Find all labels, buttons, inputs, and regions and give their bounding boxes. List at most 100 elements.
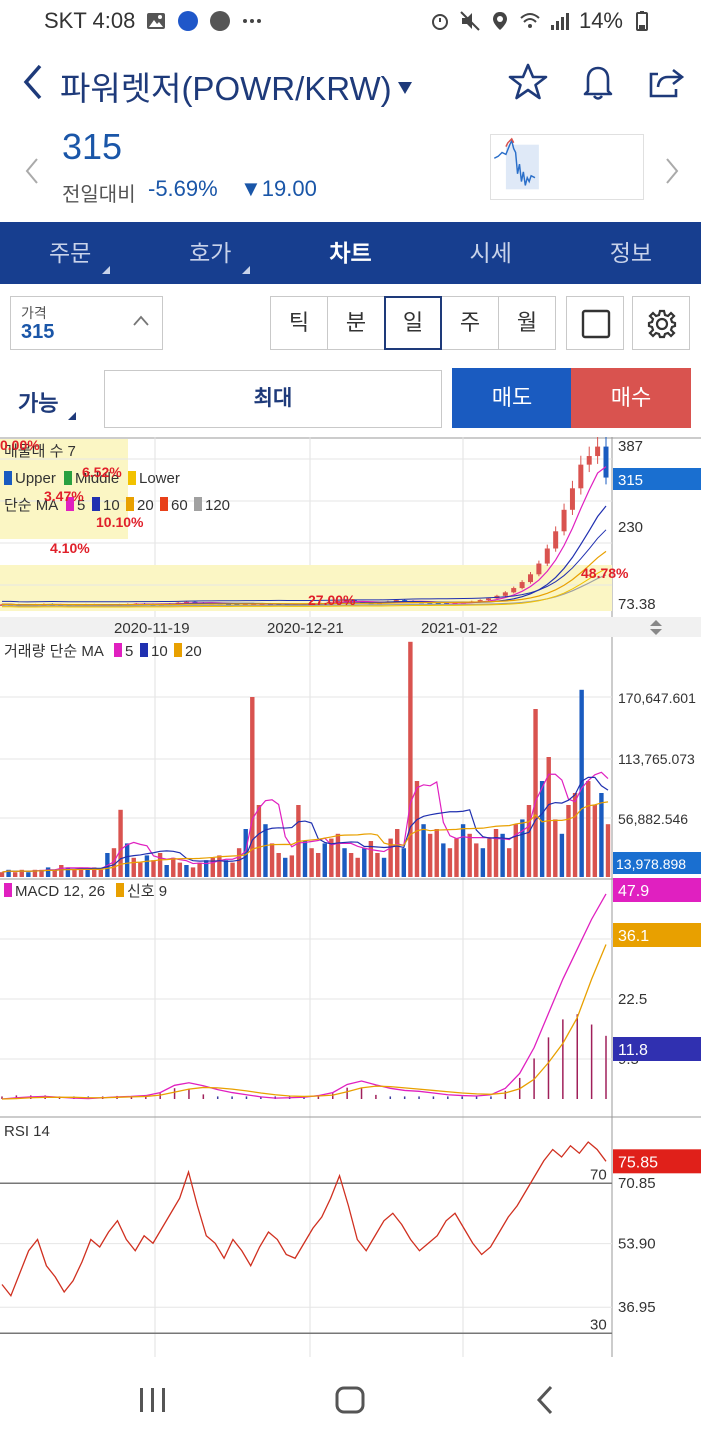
volume-ma-legend-label: 20 bbox=[185, 643, 202, 660]
candle bbox=[502, 592, 508, 596]
star-icon[interactable] bbox=[508, 62, 548, 102]
volume-bar bbox=[59, 865, 64, 877]
macd-signal-line bbox=[1, 944, 607, 1100]
share-icon[interactable] bbox=[646, 62, 686, 102]
available-label[interactable]: 가능 bbox=[18, 391, 59, 416]
tab-market-price[interactable]: 시세 bbox=[469, 240, 512, 266]
volume-bar bbox=[92, 867, 97, 877]
candle bbox=[561, 509, 567, 532]
volume-bar bbox=[6, 869, 11, 877]
sell-button[interactable]: 매도 bbox=[452, 368, 572, 428]
legend-swatch bbox=[4, 471, 12, 485]
app-badge-icon bbox=[210, 11, 231, 31]
volume-bar bbox=[526, 805, 532, 877]
current-volume-tag bbox=[613, 852, 701, 874]
volume-bar bbox=[388, 838, 393, 877]
tab-info[interactable]: 정보 bbox=[609, 240, 653, 266]
volume-bar bbox=[546, 757, 551, 877]
legend-swatch bbox=[126, 497, 134, 511]
max-button[interactable]: 최대 bbox=[104, 370, 442, 428]
volume-bar bbox=[586, 781, 591, 877]
ma120-line bbox=[2, 574, 607, 607]
volume-bar bbox=[500, 833, 505, 877]
order-row: 가능 최대 매도 매수 bbox=[0, 368, 701, 430]
period-day[interactable]: 일 bbox=[384, 296, 442, 350]
period-minute[interactable]: 분 bbox=[327, 296, 385, 350]
rsi-current-label: 75.85 bbox=[618, 1154, 658, 1171]
stock-chart[interactable]: 매물대 수 7 Upper Middle Lower 단순 MA 5 10 20 60 120 0.… bbox=[0, 436, 701, 1360]
recent-apps-icon[interactable] bbox=[140, 1388, 165, 1412]
chart-area[interactable]: 매물대 수 7 Upper Middle Lower 단순 MA 5 10 20 60 120 0.… bbox=[0, 436, 701, 1360]
period-week[interactable]: 주 bbox=[441, 296, 499, 350]
next-coin-arrow-icon[interactable] bbox=[662, 156, 682, 186]
volume-bar bbox=[177, 862, 183, 877]
ma-legend-label: 120 bbox=[205, 497, 230, 514]
volume-bar bbox=[32, 869, 38, 877]
signal-icon bbox=[550, 13, 569, 30]
volume-bar bbox=[605, 824, 611, 877]
volume-ma-legend-label: 10 bbox=[151, 643, 168, 660]
volume-bar bbox=[269, 843, 275, 877]
square-icon bbox=[581, 309, 611, 339]
macd-legend-label: MACD 12, 26 bbox=[15, 883, 105, 900]
current-price-label: 315 bbox=[618, 472, 643, 489]
home-icon[interactable] bbox=[335, 1386, 365, 1414]
volume-bar bbox=[256, 805, 262, 877]
volume-profile-label: 3.47% bbox=[44, 488, 84, 504]
volume-bar bbox=[335, 833, 341, 877]
ma-legend-title: 단순 MA bbox=[4, 497, 58, 514]
fullscreen-button[interactable] bbox=[566, 296, 624, 350]
ma-legend-label: 5 bbox=[77, 497, 85, 514]
settings-button[interactable] bbox=[632, 296, 690, 350]
candle bbox=[351, 600, 357, 602]
price-legend-title: 매물대 수 7 bbox=[4, 443, 76, 460]
volume-bar bbox=[599, 793, 604, 877]
volume-ma-legend-label: 5 bbox=[125, 643, 133, 660]
battery-icon bbox=[636, 11, 648, 31]
volume-bar bbox=[223, 860, 229, 877]
volume-bar bbox=[250, 697, 255, 877]
market-dropdown-caret-icon[interactable] bbox=[398, 82, 412, 94]
page-title[interactable]: 파워렛저(POWR/KRW) bbox=[60, 70, 392, 107]
date-tick-label: 2020-11-19 bbox=[114, 620, 190, 637]
price-selector[interactable]: 가격 315 bbox=[10, 296, 163, 350]
back-nav-icon[interactable] bbox=[536, 1385, 553, 1415]
volume-bar bbox=[171, 857, 176, 877]
date-tick-label: 2020-12-21 bbox=[267, 620, 344, 637]
prev-coin-arrow-icon[interactable] bbox=[22, 156, 42, 186]
candle bbox=[234, 603, 240, 606]
current-price: 315 bbox=[62, 126, 123, 167]
date-tick-label: 2021-01-22 bbox=[421, 620, 498, 637]
volume-bar bbox=[65, 867, 71, 877]
volume-bar bbox=[283, 857, 288, 877]
volume-profile-label: 10.10% bbox=[96, 514, 144, 530]
buy-button[interactable]: 매수 bbox=[571, 368, 691, 428]
period-tick[interactable]: 틱 bbox=[270, 296, 328, 350]
volume-bar bbox=[118, 809, 123, 877]
volume-legend-title: 거래량 단순 MA bbox=[4, 643, 104, 660]
legend-swatch bbox=[114, 643, 122, 657]
carrier-time: SKT 4:08 bbox=[44, 8, 136, 33]
candle bbox=[544, 548, 550, 564]
app-badge-icon bbox=[178, 11, 199, 31]
submenu-triangle-icon bbox=[242, 266, 251, 274]
volume-bar bbox=[144, 855, 150, 877]
volume-bar bbox=[210, 857, 215, 877]
more-icon bbox=[243, 19, 262, 23]
tab-order[interactable]: 주문 bbox=[0, 222, 140, 284]
rsi-current-tag bbox=[613, 1149, 701, 1174]
bell-icon[interactable] bbox=[578, 62, 618, 102]
back-arrow-icon[interactable] bbox=[18, 62, 48, 102]
bollinger-legend-label: Lower bbox=[139, 470, 180, 487]
histogram-current-tag bbox=[613, 1037, 701, 1061]
volume-bar bbox=[566, 805, 571, 877]
volume-profile-label: 4.10% bbox=[50, 540, 90, 556]
tab-chart[interactable]: 차트 bbox=[329, 240, 372, 266]
alarm-icon bbox=[431, 14, 448, 30]
volume-bar bbox=[78, 867, 84, 877]
legend-swatch bbox=[92, 497, 100, 511]
mini-chart bbox=[490, 134, 644, 200]
period-month[interactable]: 월 bbox=[498, 296, 556, 350]
tab-orderbook[interactable]: 호가 bbox=[140, 222, 280, 284]
volume-bar bbox=[19, 869, 24, 877]
